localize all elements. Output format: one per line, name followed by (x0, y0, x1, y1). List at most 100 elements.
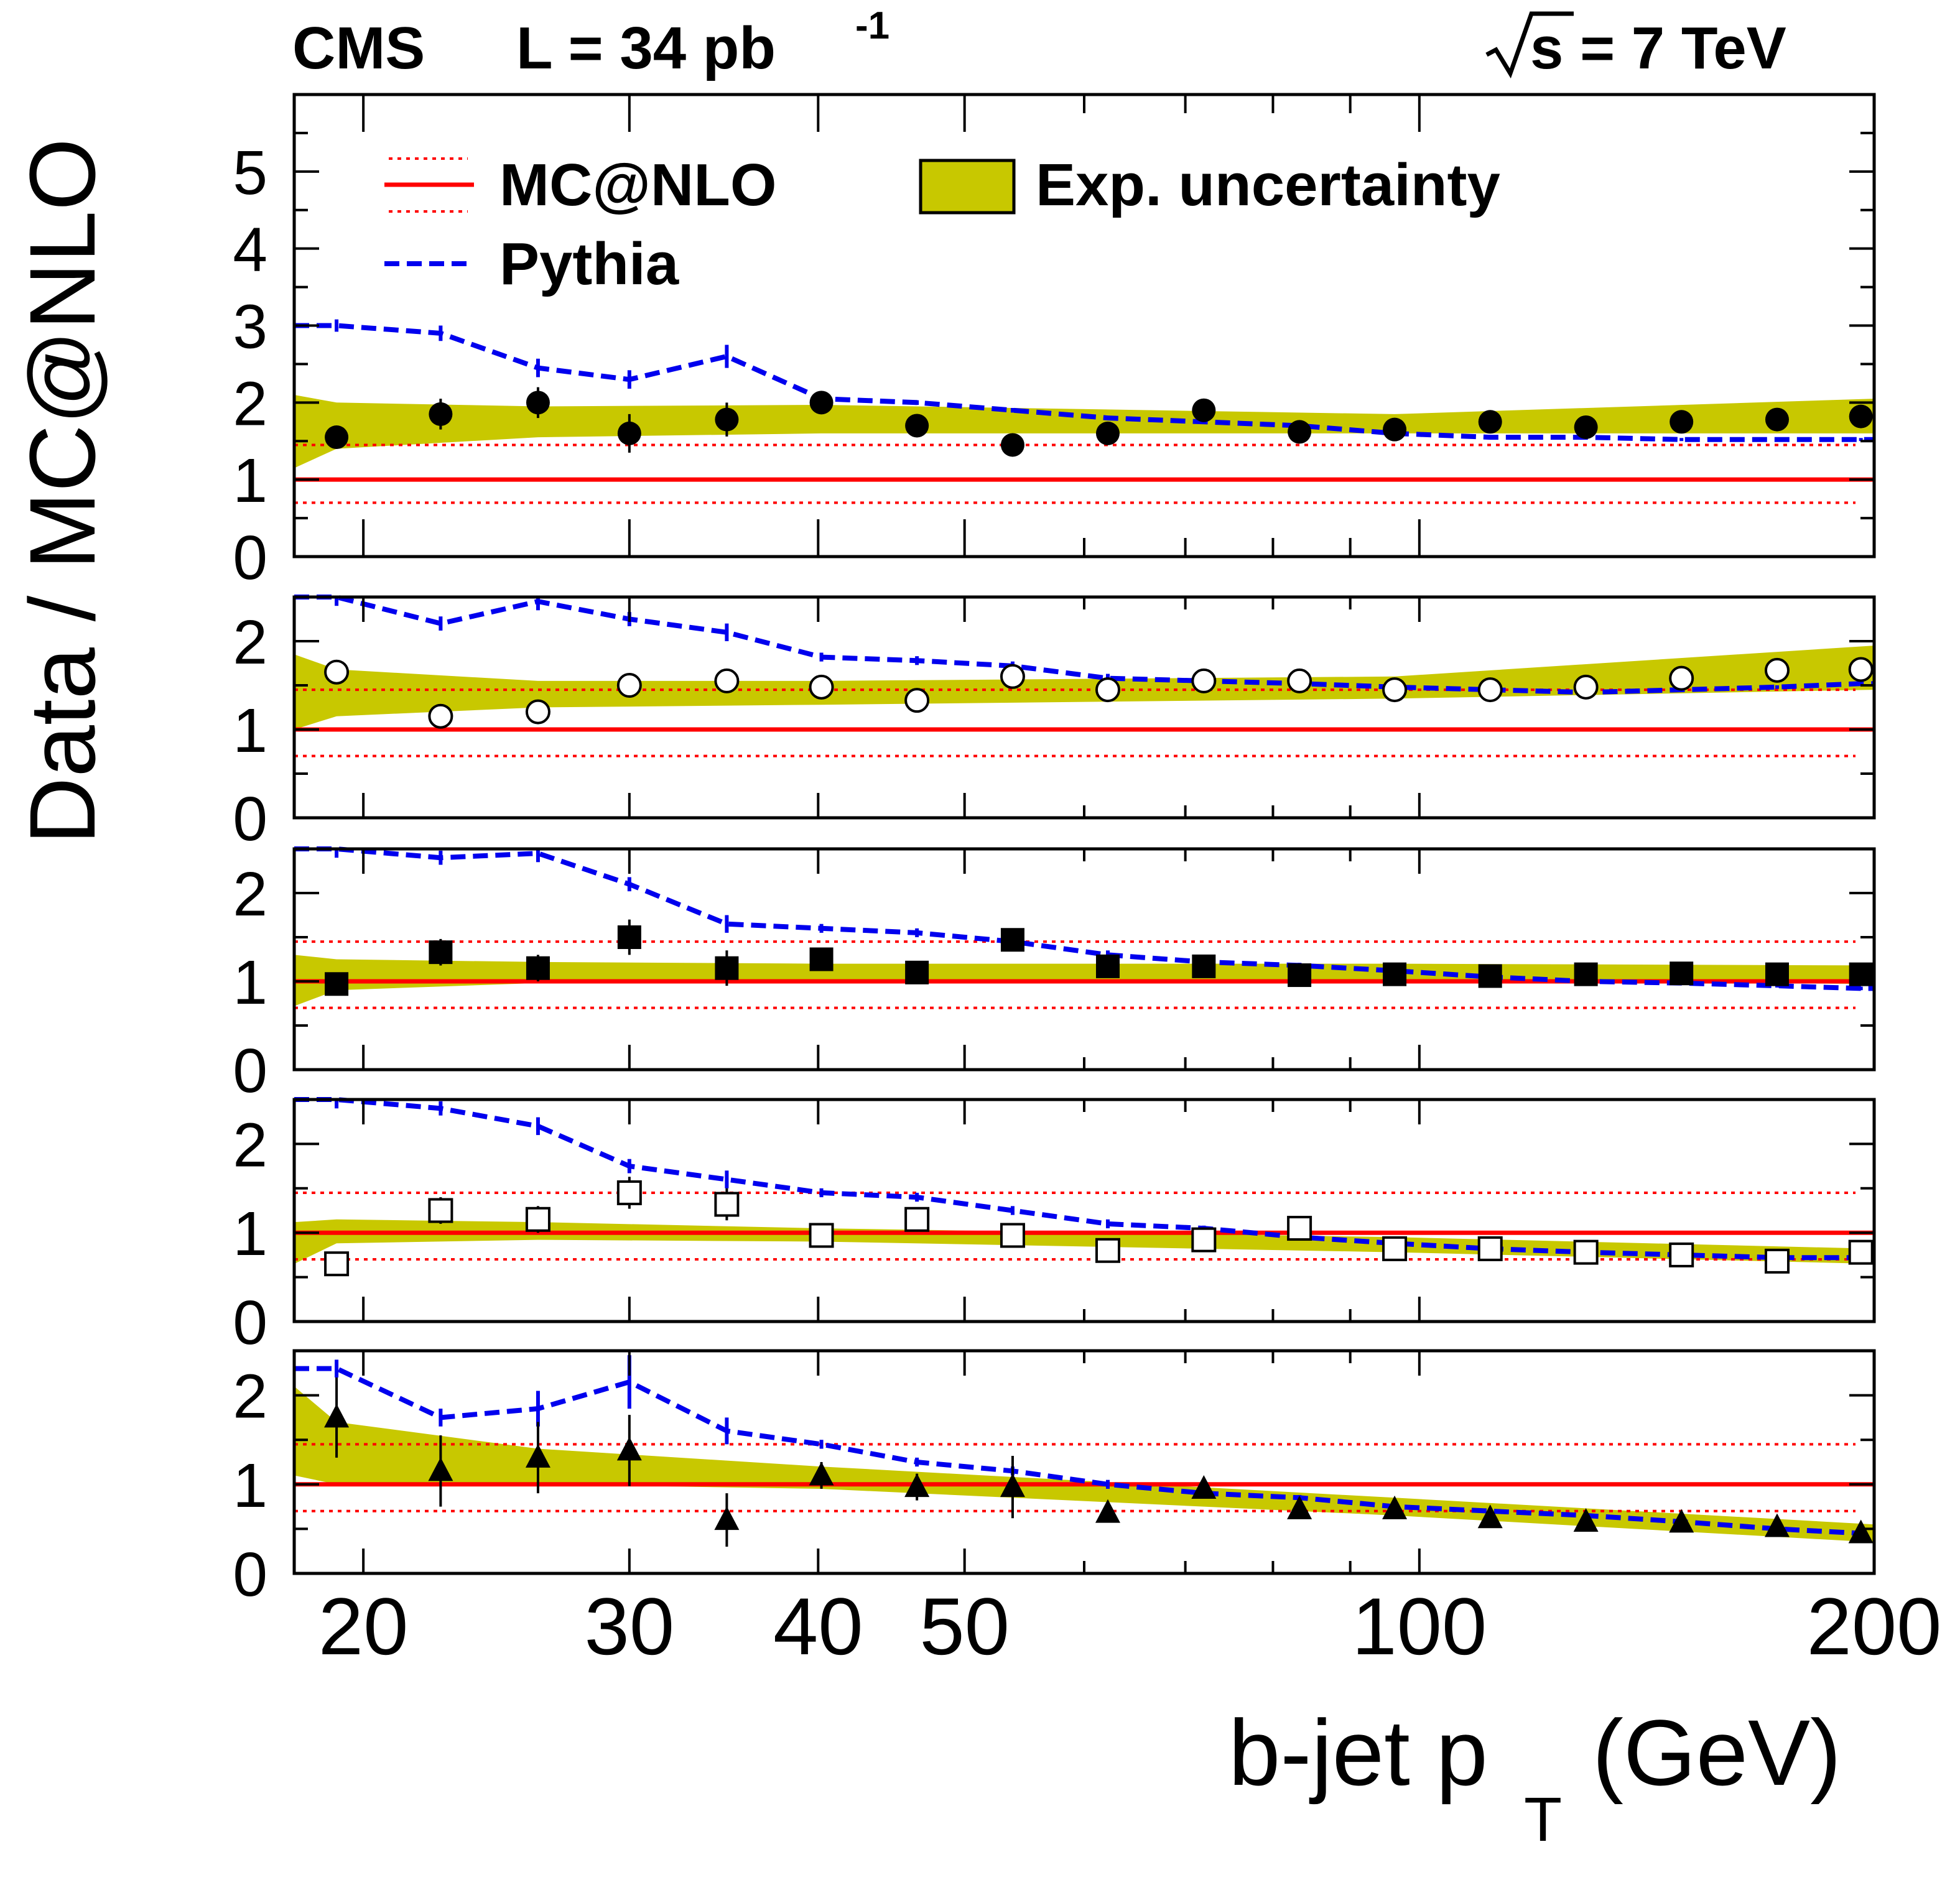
y-tick-label: 0 (233, 1540, 267, 1609)
data-point (1287, 1495, 1312, 1519)
panel-1: 01 2 345 (233, 93, 1876, 593)
data-point (526, 391, 550, 415)
data-point (324, 659, 350, 685)
sqrt-symbol (1485, 11, 1574, 79)
y-tick-label: 3 (233, 292, 267, 362)
data-point (1000, 664, 1025, 689)
data-point (1764, 657, 1790, 683)
y-tick-label: 2 (233, 859, 267, 929)
x-tick-label: 200 (1807, 1581, 1942, 1672)
data-point (809, 674, 834, 700)
data-point (616, 1180, 642, 1205)
y-tick-label: 0 (233, 784, 267, 854)
data-point (714, 1192, 740, 1217)
panel-frame (292, 1349, 1876, 1575)
panel-2: 0 1 2 (233, 595, 1876, 854)
x-tick-label: 20 (318, 1581, 409, 1672)
data-point (1477, 1236, 1503, 1261)
panel-frame (292, 595, 1876, 820)
y-tick-label: 0 (233, 1288, 267, 1358)
data-point (1848, 1239, 1874, 1265)
y-axis-title: Data / MC@NLO (10, 138, 114, 845)
y-tick-label: 1 (233, 1451, 267, 1521)
y-tick-label: 0 (233, 523, 267, 593)
data-point (714, 668, 740, 693)
data-point (617, 421, 641, 445)
data-point (905, 960, 929, 984)
data-point (1477, 1504, 1503, 1529)
x-tick-labels: 20 30 40 50 100 200 (318, 1581, 1942, 1672)
data-point (1574, 415, 1598, 439)
y-tick-label: 1 (233, 446, 267, 516)
luminosity-exponent: -1 (855, 4, 889, 47)
data-point (1192, 954, 1216, 978)
data-point (1288, 420, 1312, 444)
y-tick-label: 2 (233, 1110, 267, 1180)
data-point (715, 956, 739, 980)
data-point (1000, 1473, 1025, 1498)
legend: MC@NLO Pythia Exp. uncertainty (384, 152, 1500, 297)
data-point (809, 1223, 834, 1248)
data-point (1191, 1475, 1217, 1499)
data-point (616, 673, 642, 698)
panel-frame (292, 93, 1876, 558)
x-tick-label: 100 (1352, 1581, 1487, 1672)
data-point (1669, 665, 1694, 691)
x-axis-title-subscript: T (1524, 1785, 1562, 1855)
data-point (1765, 962, 1789, 986)
x-tick-label: 30 (585, 1581, 675, 1672)
x-tick-label: 50 (919, 1581, 1010, 1672)
data-point (1095, 677, 1120, 703)
y-tick-label: 1 (233, 696, 267, 766)
data-point (1191, 1227, 1217, 1253)
data-point (428, 1198, 453, 1223)
data-point (1670, 961, 1694, 986)
data-point (429, 940, 453, 965)
data-point (905, 414, 929, 438)
data-point (1288, 963, 1312, 988)
data-point (1848, 657, 1874, 682)
data-point (525, 1206, 550, 1232)
y-tick-label: 2 (233, 369, 267, 438)
data-point (1000, 1223, 1025, 1248)
data-point (1095, 1238, 1120, 1263)
data-point (904, 688, 930, 713)
panel-4: 0 1 2 (233, 1097, 1876, 1358)
panel-3: 0 1 2 (233, 846, 1876, 1106)
y-tick-label: 4 (233, 215, 267, 285)
data-point (1573, 1239, 1599, 1265)
data-point (324, 1251, 350, 1277)
data-point (428, 703, 453, 729)
data-point (715, 407, 739, 432)
data-point (809, 391, 834, 415)
data-point (324, 1404, 350, 1428)
data-point (428, 1457, 453, 1481)
data-point (809, 1461, 834, 1486)
energy-label: s = 7 TeV (1530, 15, 1786, 81)
y-tick-label: 2 (233, 1362, 267, 1432)
panel-frame (292, 847, 1876, 1072)
x-axis-title: b-jet p T (GeV) (1228, 1700, 1841, 1855)
y-tick-label: 1 (233, 1199, 267, 1269)
data-point (1287, 1216, 1312, 1241)
data-point (809, 947, 834, 971)
y-tick-label: 5 (233, 138, 267, 208)
data-point (1478, 964, 1502, 988)
data-point (1191, 668, 1217, 693)
y-tick-label: 0 (233, 1036, 267, 1106)
uncertainty-band (294, 395, 1874, 468)
data-point (904, 1473, 930, 1498)
legend-band-label: Exp. uncertainty (1036, 152, 1500, 218)
data-point (1287, 668, 1312, 693)
experiment-label: CMS (292, 15, 425, 81)
uncertainty-band (294, 1386, 1874, 1542)
data-point (1669, 1509, 1694, 1533)
data-point (1383, 417, 1407, 442)
data-point (525, 699, 550, 725)
data-point (325, 972, 349, 996)
data-point (1000, 433, 1024, 457)
data-point (1383, 962, 1407, 986)
data-point (1477, 677, 1503, 703)
data-point (1095, 1499, 1120, 1523)
